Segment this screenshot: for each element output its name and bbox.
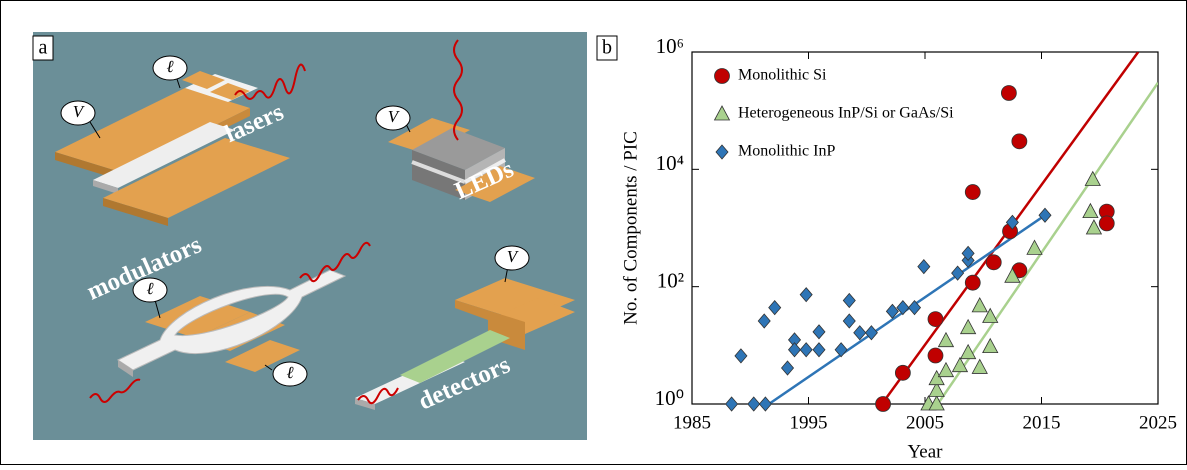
legend-label: Monolithic Si xyxy=(738,67,827,84)
y-tick-label: 10⁶ xyxy=(656,34,684,58)
data-point xyxy=(876,397,891,412)
y-axis-label: No. of Components / PIC xyxy=(620,131,641,325)
y-tick-label: 10⁰ xyxy=(655,386,684,410)
x-axis-label: Year xyxy=(907,441,943,462)
ac-symbol: ℓ xyxy=(166,57,173,76)
y-tick-label: 10⁴ xyxy=(656,151,684,175)
data-point xyxy=(928,312,943,327)
legend-marker xyxy=(715,69,730,84)
legend-label: Heterogeneous InP/Si or GaAs/Si xyxy=(738,105,954,122)
data-point xyxy=(1012,134,1027,149)
x-tick-label: 1985 xyxy=(673,412,711,433)
x-tick-label: 2025 xyxy=(1139,412,1177,433)
data-point xyxy=(965,275,980,290)
panel-label: a xyxy=(39,37,48,59)
data-point xyxy=(1001,86,1016,101)
data-point xyxy=(895,365,910,380)
ac-symbol: ℓ xyxy=(286,363,293,382)
x-tick-label: 2015 xyxy=(1023,412,1061,433)
data-point xyxy=(965,185,980,200)
data-point xyxy=(1099,216,1114,231)
data-point xyxy=(928,348,943,363)
ac-symbol: ℓ xyxy=(146,279,153,298)
y-tick-label: 10² xyxy=(657,268,684,292)
figure: V ℓ lasers V LEDs modulators ℓ ℓ xyxy=(0,0,1187,465)
x-tick-label: 2005 xyxy=(906,412,944,433)
x-tick-label: 1995 xyxy=(790,412,828,433)
legend-label: Monolithic InP xyxy=(738,143,835,160)
panel-a: V ℓ lasers V LEDs modulators ℓ ℓ xyxy=(33,32,587,440)
panel-label: b xyxy=(602,37,612,59)
data-point xyxy=(986,255,1001,270)
